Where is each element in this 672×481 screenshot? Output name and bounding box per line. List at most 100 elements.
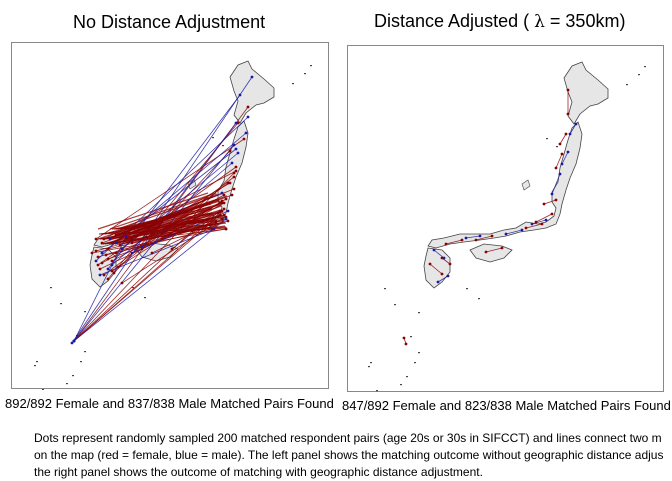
female-dot: [96, 255, 100, 259]
small-island: [36, 361, 38, 363]
female-dot: [242, 137, 246, 141]
small-island: [384, 288, 386, 290]
male-dot: [436, 280, 440, 284]
female-dot: [114, 251, 118, 255]
female-dot: [402, 336, 406, 340]
female-dot: [120, 281, 124, 285]
male-pair-line: [73, 236, 127, 342]
small-island: [144, 297, 146, 299]
female-dot: [170, 247, 174, 251]
honshu-outline: [427, 121, 583, 249]
female-dot: [246, 105, 250, 109]
female-dot: [94, 237, 98, 241]
small-island: [394, 304, 396, 306]
female-dot: [102, 237, 106, 241]
female-dot: [534, 220, 538, 224]
male-pair-line: [505, 229, 523, 235]
male-dot: [236, 151, 240, 155]
female-dot: [110, 259, 114, 263]
female-dot: [220, 209, 224, 213]
female-dot: [100, 241, 104, 245]
female-dot: [226, 219, 230, 223]
female-dot: [140, 237, 144, 241]
female-dot: [540, 222, 544, 226]
male-dot: [568, 132, 572, 136]
female-pair-line: [121, 222, 217, 284]
male-dot: [108, 237, 112, 241]
female-pair-line: [555, 153, 563, 169]
male-dot: [550, 192, 554, 196]
female-pair-line: [116, 203, 220, 235]
male-dot: [120, 247, 124, 251]
female-dot: [490, 234, 494, 238]
small-island: [418, 312, 420, 314]
male-dot: [98, 273, 102, 277]
female-dot: [228, 149, 232, 153]
female-dot: [428, 262, 432, 266]
small-island: [42, 389, 44, 390]
female-dot: [216, 215, 220, 219]
note-line-3: the right panel shows the outcome of mat…: [34, 465, 483, 479]
left-panel-caption: 892/892 Female and 837/838 Male Matched …: [5, 396, 334, 411]
matched-pair-lines: [403, 90, 577, 345]
small-island: [410, 336, 412, 338]
male-pair-line: [561, 151, 569, 165]
female-dot: [214, 219, 218, 223]
male-pair-line: [551, 173, 561, 195]
female-dot: [236, 121, 240, 125]
male-dot: [478, 234, 482, 238]
female-dot: [98, 267, 102, 271]
female-pair-line: [559, 133, 567, 145]
male-pair-line: [531, 219, 547, 225]
small-island: [466, 288, 468, 290]
female-dot: [216, 211, 220, 215]
male-dot: [72, 339, 76, 343]
respondent-dots: [402, 88, 578, 346]
male-dot: [560, 162, 564, 166]
hokkaido-outline: [229, 60, 275, 124]
male-pair-line: [73, 218, 227, 342]
right-panel-title: Distance Adjusted ( λ = 350km): [374, 11, 625, 32]
left-panel-title: No Distance Adjustment: [73, 12, 266, 32]
female-dot: [566, 88, 570, 92]
matched-pair-lines: [71, 76, 253, 344]
female-dot: [224, 227, 228, 231]
female-dot: [524, 226, 528, 230]
male-dot: [566, 150, 570, 154]
male-dot: [246, 115, 250, 119]
female-pair-line: [525, 223, 543, 229]
female-dot: [234, 165, 238, 169]
female-pair-line: [543, 199, 557, 205]
female-dot: [554, 166, 558, 170]
male-dot: [110, 263, 114, 267]
female-dot: [440, 272, 444, 276]
female-pair-line: [429, 263, 443, 275]
male-dot: [446, 274, 450, 278]
small-island: [414, 362, 416, 364]
small-island: [310, 65, 312, 67]
female-dot: [440, 256, 444, 260]
male-dot: [224, 217, 228, 221]
male-dot: [106, 267, 110, 271]
left-map: [34, 60, 312, 390]
female-pair-line: [105, 228, 213, 256]
female-dot: [102, 273, 106, 277]
female-dot: [224, 215, 228, 219]
female-pair-line: [111, 220, 225, 230]
female-dot: [100, 261, 104, 265]
male-dot: [130, 251, 134, 255]
male-dot: [124, 235, 128, 239]
female-dot: [222, 207, 226, 211]
right-title-prefix: Distance Adjusted (: [374, 11, 530, 31]
small-island: [478, 298, 480, 300]
male-pair-line: [569, 123, 577, 135]
female-dot: [500, 246, 504, 250]
female-pair-line: [100, 225, 226, 245]
female-dot: [106, 277, 110, 281]
male-pair-line: [465, 235, 481, 239]
female-pair-line: [109, 192, 217, 230]
female-pair-line: [123, 214, 223, 240]
right-title-suffix: = 350km): [549, 11, 626, 31]
female-dot: [210, 227, 214, 231]
female-dot: [554, 198, 558, 202]
